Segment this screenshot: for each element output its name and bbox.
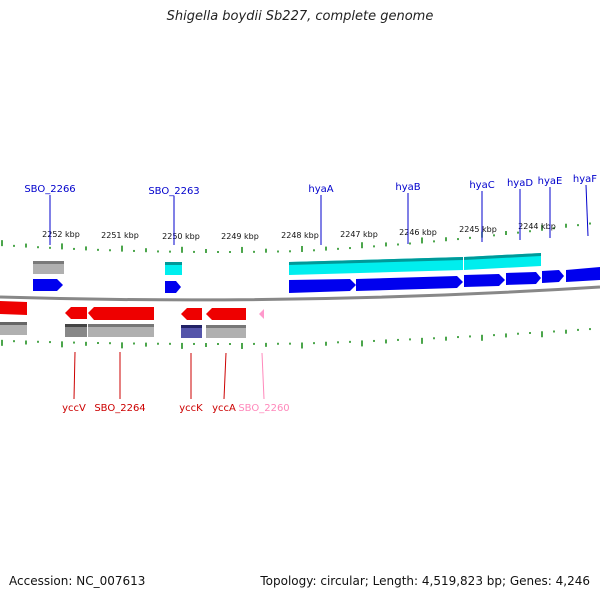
gene-bar xyxy=(464,253,541,260)
gene-bar xyxy=(165,262,182,275)
scale-label: 2245 kbp xyxy=(459,225,497,234)
forward-cds-arrow[interactable] xyxy=(165,281,181,293)
gene-label-sbo-2260[interactable]: SBO_2260 xyxy=(238,403,289,414)
gene-bar xyxy=(33,261,64,274)
reverse-strand-ticks xyxy=(1,328,591,349)
gene-bar xyxy=(88,324,154,337)
gene-leader-line xyxy=(223,352,227,400)
forward-cds-arrow[interactable] xyxy=(289,279,356,293)
forward-cds-arrow[interactable] xyxy=(464,274,505,287)
gene-bar xyxy=(0,322,27,325)
forward-cds-arrow[interactable] xyxy=(566,267,600,282)
scale-label: 2249 kbp xyxy=(221,232,259,241)
gene-bar xyxy=(181,325,202,328)
gene-bar xyxy=(206,325,246,328)
gene-label-ycck[interactable]: yccK xyxy=(179,403,203,414)
scale-label: 2246 kbp xyxy=(399,228,437,237)
gene-bar xyxy=(206,325,246,338)
gene-label-sbo-2266[interactable]: SBO_2266 xyxy=(24,184,75,195)
reverse-cds-arrow[interactable] xyxy=(88,307,154,320)
map-title: Shigella boydii Sb227, complete genome xyxy=(166,9,434,24)
gene-bar xyxy=(181,325,202,338)
gene-bar xyxy=(65,324,87,337)
gene-label-hyae[interactable]: hyaE xyxy=(538,176,563,187)
forward-cds-arrow[interactable] xyxy=(33,279,63,291)
gene-bar xyxy=(88,324,154,327)
gene-bar xyxy=(165,262,182,265)
scale-label: 2244 kbp xyxy=(518,222,556,231)
gene-label-ycca[interactable]: yccA xyxy=(212,403,236,414)
gene-bar xyxy=(289,257,463,265)
gene-label-hyac[interactable]: hyaC xyxy=(469,180,494,191)
reverse-cds-arrow[interactable] xyxy=(65,307,87,319)
gene-label-hyaf[interactable]: hyaF xyxy=(573,174,597,185)
gene-label-hyaa[interactable]: hyaA xyxy=(308,184,333,195)
genome-backbone xyxy=(0,285,600,302)
gene-bar xyxy=(0,322,27,335)
reverse-cds-arrow[interactable] xyxy=(206,308,246,320)
reverse-cds-arrow[interactable] xyxy=(181,308,202,320)
forward-cds-arrow[interactable] xyxy=(356,276,463,291)
scale-labels: 2252 kbp 2251 kbp 2250 kbp 2249 kbp 2248 kbp… xyxy=(42,222,556,241)
forward-strand-ticks xyxy=(1,222,591,253)
genome-summary-label: Topology: circular; Length: 4,519,823 bp… xyxy=(260,574,590,588)
accession-label: Accession: NC_007613 xyxy=(9,574,146,588)
gene-label-sbo-2264[interactable]: SBO_2264 xyxy=(94,403,145,414)
reverse-cds-arrow[interactable] xyxy=(259,309,264,319)
gene-leader-line xyxy=(585,184,589,237)
scale-label: 2252 kbp xyxy=(42,230,80,239)
gene-label-hyab[interactable]: hyaB xyxy=(395,182,420,193)
gene-label-sbo-2263[interactable]: SBO_2263 xyxy=(148,186,199,197)
gene-bar xyxy=(33,261,64,264)
forward-cds-arrow[interactable] xyxy=(506,272,541,285)
reverse-cds-arrow[interactable] xyxy=(0,301,27,315)
gene-bar xyxy=(65,324,87,327)
forward-cds-arrow[interactable] xyxy=(542,270,564,283)
gene-label-yccv[interactable]: yccV xyxy=(62,403,86,414)
scale-label: 2248 kbp xyxy=(281,231,319,240)
scale-label: 2250 kbp xyxy=(162,232,200,241)
gene-leader-line xyxy=(73,351,76,400)
scale-label: 2247 kbp xyxy=(340,230,378,239)
gene-leader-line xyxy=(261,352,265,400)
gene-label-hyad[interactable]: hyaD xyxy=(507,178,533,189)
scale-label: 2251 kbp xyxy=(101,231,139,240)
